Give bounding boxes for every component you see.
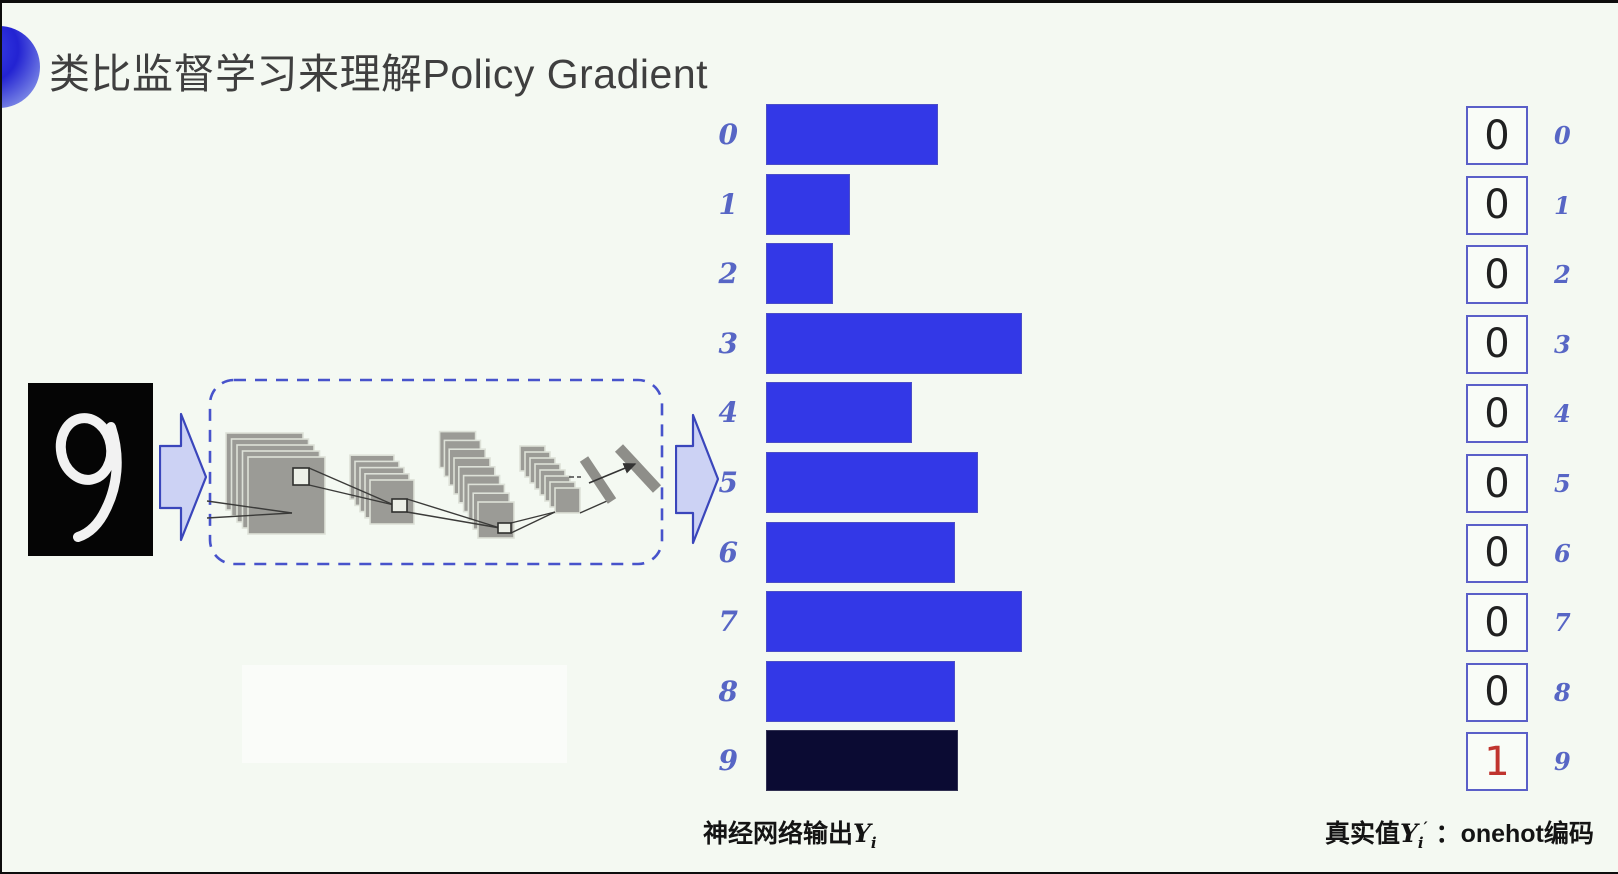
bar — [766, 382, 912, 444]
onehot-column: 0 0 0 1 0 2 0 3 0 4 0 5 0 6 0 7 0 8 1 9 — [1466, 95, 1616, 805]
onehot-value: 0 — [1484, 321, 1510, 368]
onehot-value: 1 — [1484, 738, 1510, 785]
onehot-index-label: 6 — [1554, 538, 1571, 568]
bar-category-label: 2 — [718, 257, 738, 291]
onehot-value: 0 — [1484, 599, 1510, 646]
chart-caption: 神经网络输出Yi — [703, 819, 877, 852]
bar-category-label: 1 — [718, 187, 738, 221]
bar-chart: 0 1 2 3 4 5 6 7 8 9 — [700, 95, 1040, 805]
onehot-box: 0 — [1466, 593, 1528, 653]
bar-row: 6 — [700, 521, 1040, 583]
onehot-caption: 真实值Yi′ ：onehot编码 — [1325, 818, 1594, 852]
onehot-box: 0 — [1466, 245, 1528, 305]
bar-category-label: 6 — [718, 535, 738, 569]
onehot-index-label: 4 — [1554, 399, 1571, 429]
bar-row: 8 — [700, 660, 1040, 722]
bar — [766, 521, 955, 583]
faint-highlight-rect — [242, 665, 567, 763]
onehot-box: 0 — [1466, 384, 1528, 444]
onehot-value: 0 — [1484, 460, 1510, 507]
feature-map — [247, 456, 326, 535]
bar-category-label: 4 — [718, 396, 738, 430]
bar — [766, 243, 833, 305]
bar-row: 0 — [700, 104, 1040, 165]
bar — [766, 730, 958, 792]
onehot-index-label: 8 — [1554, 677, 1571, 707]
onehot-box: 0 — [1466, 523, 1528, 583]
frame-edge — [0, 0, 2, 874]
onehot-value: 0 — [1484, 390, 1510, 437]
onehot-box: 0 — [1466, 314, 1528, 374]
onehot-box: 0 — [1466, 454, 1528, 513]
onehot-value: 0 — [1484, 669, 1510, 716]
bar — [766, 591, 1022, 653]
dashed-network-box — [208, 378, 664, 566]
onehot-index-label: 0 — [1554, 121, 1571, 150]
blue-sphere-icon — [0, 26, 40, 108]
onehot-value: 0 — [1484, 182, 1510, 229]
onehot-value: 0 — [1484, 112, 1510, 159]
bar — [766, 312, 1022, 374]
onehot-index-label: 3 — [1554, 329, 1571, 359]
bar-row: 2 — [700, 243, 1040, 305]
bar — [766, 660, 955, 722]
page-title: 类比监督学习来理解Policy Gradient — [49, 51, 709, 97]
onehot-box: 0 — [1466, 662, 1528, 722]
onehot-value: 0 — [1484, 251, 1510, 298]
onehot-caption-math: Y — [1400, 819, 1418, 848]
frame-edge — [0, 872, 1618, 874]
fc-arrow-icon — [588, 463, 637, 484]
bar-row: 5 — [700, 452, 1040, 513]
chart-caption-text: 神经网络输出 — [703, 820, 854, 848]
frame-edge — [0, 0, 1618, 3]
bar-row: 3 — [700, 312, 1040, 374]
bar-category-label: 8 — [718, 674, 738, 708]
onehot-value: 0 — [1484, 530, 1510, 577]
bar-category-label: 0 — [718, 118, 738, 151]
bar-category-label: 3 — [718, 326, 738, 360]
bar-row: 7 — [700, 591, 1040, 653]
output-arrow-icon — [675, 413, 719, 545]
bar-row: 1 — [700, 173, 1040, 235]
onehot-caption-text: 真实值 — [1325, 820, 1401, 848]
chart-caption-math: Y — [853, 819, 871, 848]
cnn-diagram — [206, 378, 664, 566]
bar-category-label: 7 — [718, 605, 738, 639]
bar-row: 9 — [700, 730, 1040, 792]
onehot-box: 0 — [1466, 106, 1528, 165]
onehot-index-label: 5 — [1554, 469, 1571, 498]
feature-map — [554, 487, 581, 514]
feature-map-stacks — [225, 430, 581, 539]
onehot-index-label: 7 — [1554, 608, 1571, 638]
onehot-index-label: 1 — [1554, 190, 1571, 220]
bar — [766, 173, 850, 235]
onehot-box: 1 — [1466, 732, 1528, 792]
bar — [766, 452, 978, 513]
fc-layer-bar — [614, 444, 662, 493]
onehot-index-label: 9 — [1554, 747, 1571, 777]
input-arrow-icon — [159, 412, 207, 542]
bar-category-label: 5 — [718, 466, 738, 499]
bar-category-label: 9 — [718, 744, 738, 778]
onehot-index-label: 2 — [1554, 260, 1571, 290]
bar-row: 4 — [700, 382, 1040, 444]
bar — [766, 104, 938, 165]
onehot-box: 0 — [1466, 175, 1528, 235]
mnist-digit-image — [28, 383, 153, 556]
